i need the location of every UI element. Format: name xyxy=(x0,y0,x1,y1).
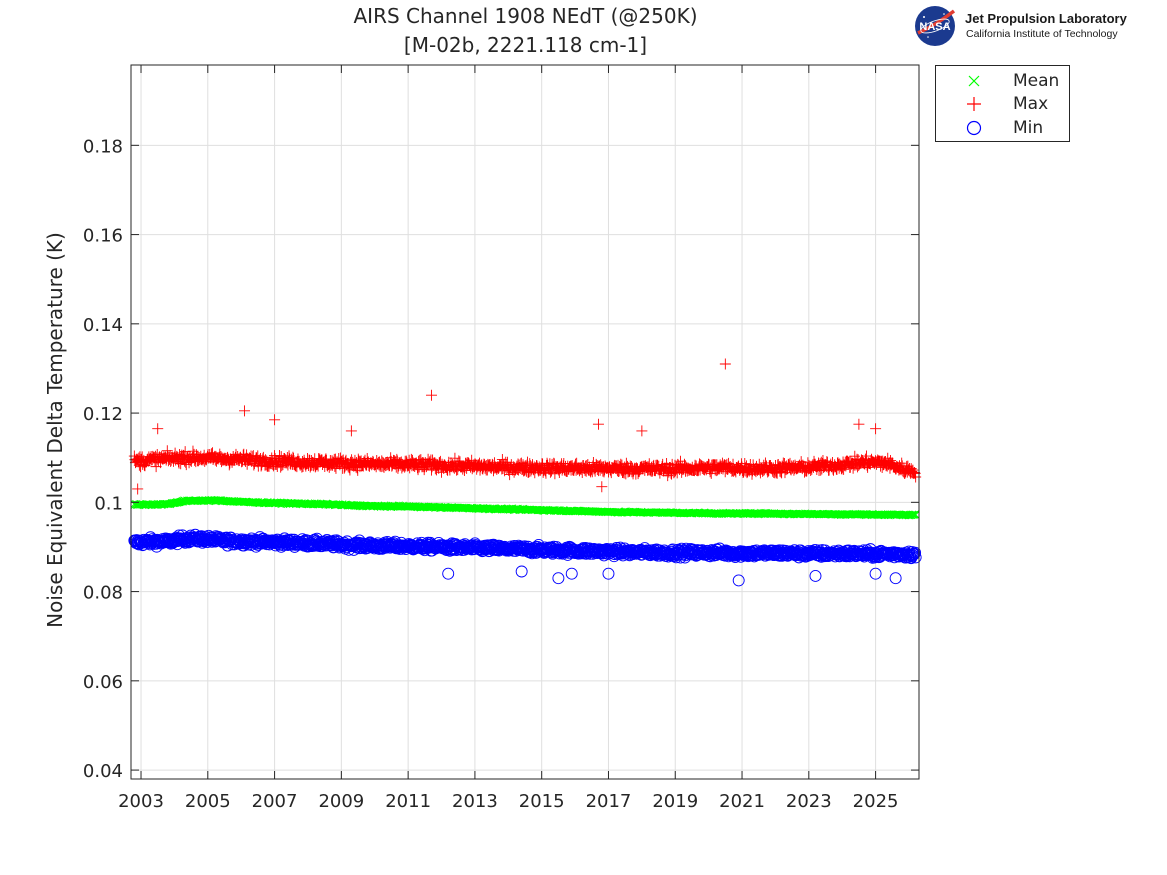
x-tick-label: 2011 xyxy=(385,791,431,812)
x-tick-label: 2019 xyxy=(652,791,698,812)
axis-ticks: 2003 2005 2007 2009 2011 2013 2015 2017 2019 2021… xyxy=(83,65,919,812)
max-point xyxy=(275,461,287,473)
max-point-outlier xyxy=(853,418,865,430)
max-point-outlier xyxy=(719,358,731,370)
x-tick-label: 2005 xyxy=(185,791,231,812)
chart-title: AIRS Channel 1908 NEdT (@250K) xyxy=(353,4,698,28)
y-tick-label: 0.18 xyxy=(83,136,123,157)
nasa-meatball-icon: NASA xyxy=(915,6,956,46)
max-point-outlier xyxy=(592,418,604,430)
max-point-outlier xyxy=(269,414,281,426)
jpl-logo: NASA Jet Propulsion Laboratory Californi… xyxy=(912,5,1162,49)
legend-label-min: Min xyxy=(1013,118,1044,138)
max-point xyxy=(179,446,191,458)
y-tick-label: 0.14 xyxy=(83,315,123,336)
legend-item-mean: Mean xyxy=(936,70,1071,92)
min-point xyxy=(909,551,922,564)
max-point xyxy=(504,469,516,481)
min-point-outlier xyxy=(552,572,565,585)
data-markers xyxy=(128,358,922,587)
min-marker-icon xyxy=(966,120,982,136)
min-point xyxy=(909,546,922,559)
max-point-outlier xyxy=(636,425,648,437)
y-tick-label: 0.1 xyxy=(94,493,123,514)
min-point-outlier xyxy=(869,567,882,580)
max-point-outlier xyxy=(426,389,438,401)
y-tick-label: 0.04 xyxy=(83,761,123,782)
max-point-outlier xyxy=(152,423,164,435)
y-tick-label: 0.06 xyxy=(83,672,123,693)
max-point xyxy=(351,462,363,474)
mean-marker-icon xyxy=(968,75,980,87)
min-point-outlier xyxy=(602,567,615,580)
max-point xyxy=(882,452,894,464)
x-tick-label: 2007 xyxy=(252,791,298,812)
legend-label-mean: Mean xyxy=(1013,71,1060,91)
x-tick-label: 2023 xyxy=(786,791,832,812)
legend-item-min: Min xyxy=(936,117,1071,139)
y-axis-label: Noise Equivalent Delta Temperature (K) xyxy=(43,232,67,628)
max-point xyxy=(909,466,921,478)
max-point xyxy=(309,461,321,473)
legend: Mean Max Min xyxy=(935,65,1070,142)
min-point-outlier xyxy=(809,570,822,582)
x-tick-label: 2009 xyxy=(318,791,364,812)
x-tick-label: 2025 xyxy=(853,791,899,812)
y-tick-label: 0.12 xyxy=(83,404,123,425)
min-point-outlier xyxy=(515,565,528,578)
x-tick-label: 2015 xyxy=(519,791,565,812)
max-point xyxy=(274,450,286,462)
max-point xyxy=(252,450,264,462)
x-tick-label: 2013 xyxy=(452,791,498,812)
max-point-outlier xyxy=(596,481,608,493)
max-point-outlier xyxy=(870,423,882,435)
axes-box xyxy=(130,64,920,780)
y-tick-label: 0.16 xyxy=(83,226,123,247)
min-point-outlier xyxy=(732,574,745,587)
x-tick-label: 2017 xyxy=(586,791,632,812)
max-point-outlier xyxy=(132,483,144,495)
grid-lines xyxy=(131,65,919,779)
max-point xyxy=(772,459,784,471)
max-point xyxy=(161,445,173,457)
legend-item-max: Max xyxy=(936,93,1071,115)
mean-point xyxy=(911,511,920,519)
max-point-outlier xyxy=(239,405,251,417)
min-point-outlier xyxy=(889,572,902,585)
max-marker-icon xyxy=(967,97,981,111)
min-point-outlier xyxy=(442,567,455,580)
min-point-outlier xyxy=(565,567,578,580)
jpl-name: Jet Propulsion Laboratory xyxy=(965,11,1127,26)
y-tick-label: 0.08 xyxy=(83,583,123,604)
max-point-outlier xyxy=(345,425,357,437)
x-tick-label: 2021 xyxy=(719,791,765,812)
max-point xyxy=(896,457,908,469)
chart-subtitle: [M-02b, 2221.118 cm-1] xyxy=(403,33,648,57)
jpl-subtitle: California Institute of Technology xyxy=(966,28,1118,40)
x-tick-label: 2003 xyxy=(118,791,164,812)
max-point xyxy=(352,453,364,465)
legend-label-max: Max xyxy=(1013,94,1049,114)
